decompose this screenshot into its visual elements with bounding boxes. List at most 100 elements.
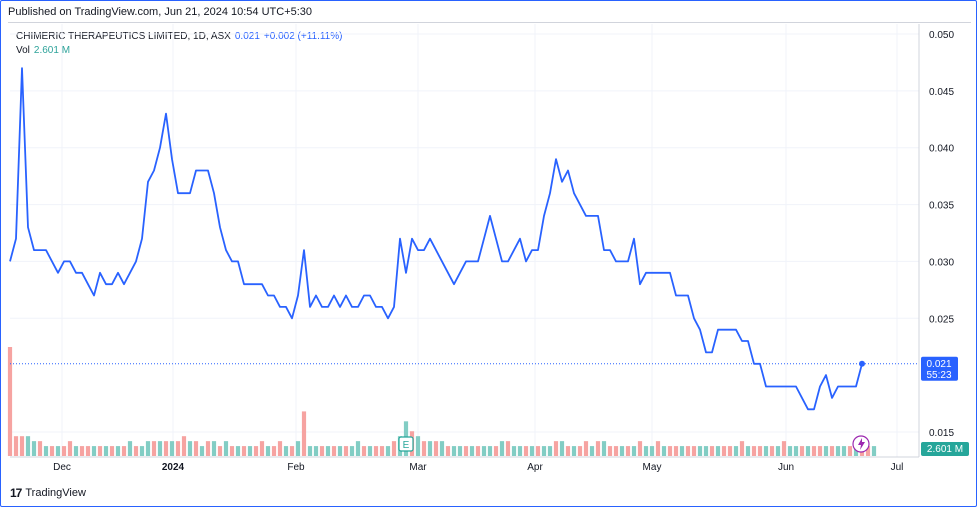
volume-bar [451,446,457,456]
volume-bar [499,441,505,456]
volume-badge [921,442,969,456]
volume-bar [163,441,169,456]
volume-bar [709,446,715,456]
lightning-bolt-icon [858,438,865,450]
y-tick-label: 0.045 [929,87,954,98]
y-tick-label: 0.035 [929,201,954,212]
published-caption: Published on TradingView.com, Jun 21, 20… [8,6,313,18]
volume-bar [523,446,529,456]
volume-bar [19,436,25,456]
earnings-icon-label: E [403,440,410,451]
volume-bar [13,436,19,456]
volume-bar [205,441,211,456]
x-tick-label: Jun [778,462,794,473]
volume-bar [31,441,37,456]
volume-bar [73,446,79,456]
volume-bar [835,446,841,456]
y-tick-label: 0.015 [929,428,954,439]
volume-bar [553,441,559,456]
volume-bar [511,446,517,456]
brand-footer[interactable]: 17 TradingView [10,486,86,500]
volume-bar [505,441,511,456]
volume-label[interactable]: Vol [16,45,30,56]
x-tick-label: Mar [409,462,427,473]
volume-bar [667,446,673,456]
volume-bar [607,446,613,456]
volume-bar [337,446,343,456]
volume-bar [145,441,151,456]
volume-bar [319,446,325,456]
volume-bar [559,441,565,456]
volume-bar [61,446,67,456]
volume-bar [433,441,439,456]
volume-bar [517,446,523,456]
price-badge-value: 0.021 [926,359,951,370]
volume-bar [457,446,463,456]
y-tick-label: 0.040 [929,144,954,155]
volume-bar [487,446,493,456]
volume-bar [175,441,181,456]
y-tick-label: 0.025 [929,314,954,325]
volume-bar [829,446,835,456]
y-tick-label: 0.030 [929,257,954,268]
volume-bar [391,441,397,456]
volume-bar [265,446,271,456]
last-price: 0.021 [234,31,260,42]
volume-bar [733,446,739,456]
volume-bar [301,411,307,456]
volume-bar [595,441,601,456]
volume-bar [379,446,385,456]
volume-value: 2.601 M [33,45,71,56]
symbol-name[interactable]: CHIMERIC THERAPEUTICS LIMITED, 1D, ASX [16,31,231,42]
volume-bar [865,446,871,456]
chart-legend: CHIMERIC THERAPEUTICS LIMITED, 1D, ASX 0.… [16,30,342,58]
volume-bar [223,441,229,456]
volume-bar [289,446,295,456]
volume-bar [415,436,421,456]
volume-bar [691,446,697,456]
volume-bar [529,446,535,456]
volume-bar [373,446,379,456]
volume-bar [625,446,631,456]
volume-bar [805,446,811,456]
volume-bar [181,436,187,456]
volume-bar [715,446,721,456]
volume-bar [427,441,433,456]
volume-bar [619,446,625,456]
volume-bar [127,441,133,456]
volume-bar [565,446,571,456]
volume-bar [91,446,97,456]
volume-bar [121,446,127,456]
volume-bar [313,446,319,456]
price-series-line [9,67,863,411]
volume-bar [49,446,55,456]
volume-bar [343,446,349,456]
volume-line: Vol 2.601 M [16,44,342,58]
volume-bar [475,446,481,456]
volume-bar [601,441,607,456]
volume-bar [679,446,685,456]
volume-bar [247,446,253,456]
volume-bar [685,446,691,456]
volume-bar [721,446,727,456]
x-tick-label: Jul [891,462,904,473]
volume-bar [229,446,235,456]
symbol-line: CHIMERIC THERAPEUTICS LIMITED, 1D, ASX 0.… [16,30,342,44]
volume-bar [613,446,619,456]
volume-bar [571,446,577,456]
volume-bar [157,441,163,456]
volume-bar [445,446,451,456]
volume-bar [775,446,781,456]
volume-bar [661,446,667,456]
volume-bar [331,446,337,456]
volume-bar [841,446,847,456]
volume-bar [439,441,445,456]
volume-bar [385,446,391,456]
volume-bar [199,446,205,456]
volume-bar [727,446,733,456]
volume-bar [823,446,829,456]
volume-bar [277,441,283,456]
volume-bar [241,446,247,456]
volume-bar [793,446,799,456]
